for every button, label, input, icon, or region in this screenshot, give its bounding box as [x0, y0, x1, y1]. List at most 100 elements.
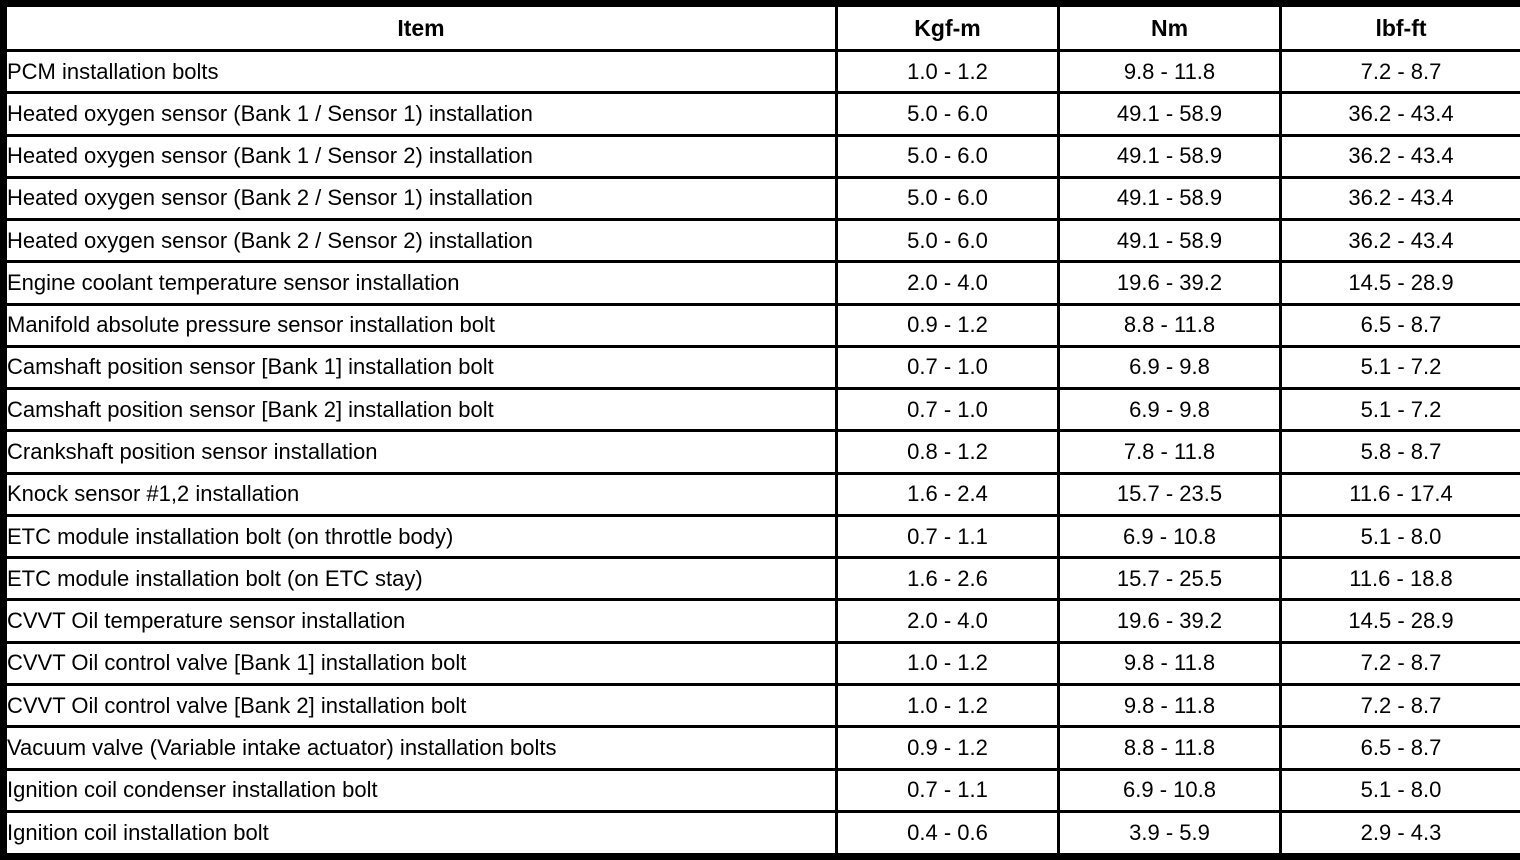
kgf-m-cell: 0.7 - 1.1 [835, 513, 1060, 560]
kgf-m-cell: 0.9 - 1.2 [835, 725, 1060, 771]
item-cell: Ignition coil installation bolt [2, 809, 838, 859]
lbf-ft-cell: 14.5 - 28.9 [1279, 260, 1520, 306]
item-cell: Ignition coil condenser installation bol… [2, 767, 838, 813]
kgf-m-cell: 5.0 - 6.0 [835, 175, 1060, 222]
lbf-ft-cell: 5.1 - 7.2 [1279, 387, 1520, 433]
lbf-ft-cell: 7.2 - 8.7 [1279, 640, 1520, 686]
nm-cell: 6.9 - 10.8 [1057, 513, 1282, 560]
table-row: Heated oxygen sensor (Bank 1 / Sensor 1)… [2, 91, 1520, 137]
item-cell: Heated oxygen sensor (Bank 2 / Sensor 1)… [2, 175, 838, 222]
item-cell: Heated oxygen sensor (Bank 1 / Sensor 1)… [2, 91, 838, 137]
table-row: ETC module installation bolt (on ETC sta… [2, 556, 1520, 602]
item-cell: Camshaft position sensor [Bank 2] instal… [2, 387, 838, 433]
column-header-item: Item [2, 2, 838, 52]
kgf-m-cell: 1.6 - 2.4 [835, 471, 1060, 517]
lbf-ft-cell: 6.5 - 8.7 [1279, 302, 1520, 348]
nm-cell: 49.1 - 58.9 [1057, 218, 1282, 264]
kgf-m-cell: 0.7 - 1.1 [835, 767, 1060, 813]
header-row: Item Kgf-m Nm lbf-ft [2, 2, 1520, 52]
item-cell: Knock sensor #1,2 installation [2, 471, 838, 517]
table-row: CVVT Oil temperature sensor installation… [2, 598, 1520, 644]
nm-cell: 49.1 - 58.9 [1057, 91, 1282, 137]
lbf-ft-cell: 7.2 - 8.7 [1279, 48, 1520, 95]
lbf-ft-cell: 36.2 - 43.4 [1279, 218, 1520, 264]
kgf-m-cell: 2.0 - 4.0 [835, 598, 1060, 644]
column-header-lbf-ft: lbf-ft [1279, 2, 1520, 52]
lbf-ft-cell: 36.2 - 43.4 [1279, 133, 1520, 179]
table-row: CVVT Oil control valve [Bank 1] installa… [2, 640, 1520, 686]
table-row: Vacuum valve (Variable intake actuator) … [2, 725, 1520, 771]
kgf-m-cell: 1.0 - 1.2 [835, 682, 1060, 729]
column-header-kgf-m: Kgf-m [835, 2, 1060, 52]
table-row: ETC module installation bolt (on throttl… [2, 513, 1520, 560]
nm-cell: 9.8 - 11.8 [1057, 48, 1282, 95]
item-cell: Heated oxygen sensor (Bank 1 / Sensor 2)… [2, 133, 838, 179]
item-cell: CVVT Oil control valve [Bank 2] installa… [2, 682, 838, 729]
kgf-m-cell: 1.0 - 1.2 [835, 48, 1060, 95]
nm-cell: 49.1 - 58.9 [1057, 175, 1282, 222]
kgf-m-cell: 0.4 - 0.6 [835, 809, 1060, 859]
table-row: Manifold absolute pressure sensor instal… [2, 302, 1520, 348]
table-row: Ignition coil installation bolt 0.4 - 0.… [2, 809, 1520, 859]
lbf-ft-cell: 2.9 - 4.3 [1279, 809, 1520, 859]
table-row: Crankshaft position sensor installation … [2, 429, 1520, 475]
item-cell: Manifold absolute pressure sensor instal… [2, 302, 838, 348]
lbf-ft-cell: 5.1 - 8.0 [1279, 767, 1520, 813]
table-row: Camshaft position sensor [Bank 1] instal… [2, 344, 1520, 391]
nm-cell: 15.7 - 25.5 [1057, 556, 1282, 602]
lbf-ft-cell: 36.2 - 43.4 [1279, 91, 1520, 137]
kgf-m-cell: 0.9 - 1.2 [835, 302, 1060, 348]
item-cell: Heated oxygen sensor (Bank 2 / Sensor 2)… [2, 218, 838, 264]
item-cell: Engine coolant temperature sensor instal… [2, 260, 838, 306]
item-cell: ETC module installation bolt (on ETC sta… [2, 556, 838, 602]
nm-cell: 6.9 - 9.8 [1057, 387, 1282, 433]
lbf-ft-cell: 5.1 - 8.0 [1279, 513, 1520, 560]
item-cell: ETC module installation bolt (on throttl… [2, 513, 838, 560]
lbf-ft-cell: 11.6 - 17.4 [1279, 471, 1520, 517]
kgf-m-cell: 1.6 - 2.6 [835, 556, 1060, 602]
nm-cell: 6.9 - 9.8 [1057, 344, 1282, 391]
nm-cell: 19.6 - 39.2 [1057, 260, 1282, 306]
nm-cell: 15.7 - 23.5 [1057, 471, 1282, 517]
item-cell: CVVT Oil temperature sensor installation [2, 598, 838, 644]
lbf-ft-cell: 5.1 - 7.2 [1279, 344, 1520, 391]
kgf-m-cell: 0.8 - 1.2 [835, 429, 1060, 475]
table-row: PCM installation bolts 1.0 - 1.2 9.8 - 1… [2, 48, 1520, 95]
item-cell: Camshaft position sensor [Bank 1] instal… [2, 344, 838, 391]
nm-cell: 9.8 - 11.8 [1057, 682, 1282, 729]
kgf-m-cell: 5.0 - 6.0 [835, 91, 1060, 137]
column-header-nm: Nm [1057, 2, 1282, 52]
nm-cell: 49.1 - 58.9 [1057, 133, 1282, 179]
table-row: Heated oxygen sensor (Bank 2 / Sensor 1)… [2, 175, 1520, 222]
lbf-ft-cell: 11.6 - 18.8 [1279, 556, 1520, 602]
kgf-m-cell: 5.0 - 6.0 [835, 133, 1060, 179]
nm-cell: 7.8 - 11.8 [1057, 429, 1282, 475]
nm-cell: 8.8 - 11.8 [1057, 725, 1282, 771]
kgf-m-cell: 1.0 - 1.2 [835, 640, 1060, 686]
nm-cell: 6.9 - 10.8 [1057, 767, 1282, 813]
item-cell: Crankshaft position sensor installation [2, 429, 838, 475]
nm-cell: 3.9 - 5.9 [1057, 809, 1282, 859]
nm-cell: 9.8 - 11.8 [1057, 640, 1282, 686]
item-cell: Vacuum valve (Variable intake actuator) … [2, 725, 838, 771]
kgf-m-cell: 0.7 - 1.0 [835, 387, 1060, 433]
table-row: Knock sensor #1,2 installation 1.6 - 2.4… [2, 471, 1520, 517]
table-row: Engine coolant temperature sensor instal… [2, 260, 1520, 306]
item-cell: CVVT Oil control valve [Bank 1] installa… [2, 640, 838, 686]
kgf-m-cell: 2.0 - 4.0 [835, 260, 1060, 306]
lbf-ft-cell: 6.5 - 8.7 [1279, 725, 1520, 771]
table-row: Ignition coil condenser installation bol… [2, 767, 1520, 813]
lbf-ft-cell: 7.2 - 8.7 [1279, 682, 1520, 729]
kgf-m-cell: 5.0 - 6.0 [835, 218, 1060, 264]
kgf-m-cell: 0.7 - 1.0 [835, 344, 1060, 391]
table-row: CVVT Oil control valve [Bank 2] installa… [2, 682, 1520, 729]
table-row: Camshaft position sensor [Bank 2] instal… [2, 387, 1520, 433]
nm-cell: 8.8 - 11.8 [1057, 302, 1282, 348]
lbf-ft-cell: 36.2 - 43.4 [1279, 175, 1520, 222]
item-cell: PCM installation bolts [2, 48, 838, 95]
table-row: Heated oxygen sensor (Bank 1 / Sensor 2)… [2, 133, 1520, 179]
nm-cell: 19.6 - 39.2 [1057, 598, 1282, 644]
table-body: PCM installation bolts 1.0 - 1.2 9.8 - 1… [2, 48, 1520, 859]
lbf-ft-cell: 14.5 - 28.9 [1279, 598, 1520, 644]
